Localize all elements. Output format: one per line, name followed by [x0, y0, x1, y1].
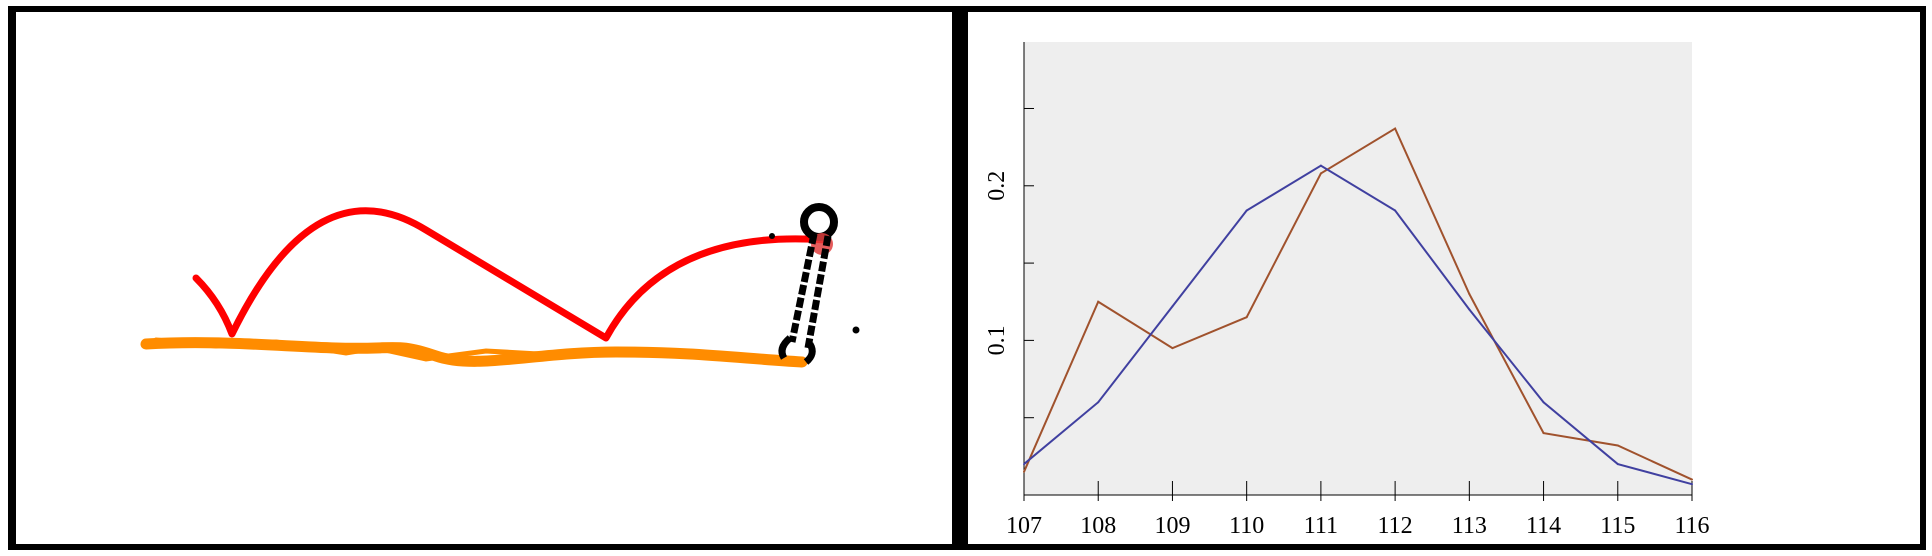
plot-area — [1024, 42, 1692, 495]
series-1-point — [1171, 347, 1174, 350]
x-tick-label: 110 — [1229, 513, 1264, 539]
y-tick-label: 0.1 — [984, 325, 1010, 355]
series-2-point — [1023, 463, 1025, 466]
series-1-point — [1245, 316, 1248, 319]
ground-line-texture — [153, 337, 799, 363]
sketch-panel — [8, 6, 958, 550]
x-tick-label: 113 — [1452, 513, 1487, 539]
series-2-point — [1319, 164, 1322, 167]
ink-dot — [769, 233, 775, 239]
series-line-1 — [1023, 127, 1693, 481]
y-tick-label: 0.2 — [984, 171, 1010, 201]
series-2-point — [1691, 483, 1693, 486]
chart-panel: 0.1 0.2 107 108 109 110 111 112 113 114 115 116 — [958, 6, 1926, 550]
x-tick-label: 114 — [1526, 513, 1561, 539]
x-tick-label: 107 — [1006, 513, 1042, 539]
series-2-point — [1468, 308, 1471, 311]
ink-dot — [852, 326, 860, 334]
series-1-point — [1394, 127, 1397, 130]
series-1-point — [1468, 293, 1471, 296]
series-1-point — [1616, 444, 1619, 447]
line-chart: 0.1 0.2 107 108 109 110 111 112 113 114 115 116 — [984, 42, 1710, 539]
wrench-icon — [778, 203, 838, 365]
x-tick-label: 116 — [1674, 513, 1709, 539]
x-tick-label: 111 — [1304, 513, 1338, 539]
series-2-point — [1616, 463, 1619, 466]
series-1-point — [1097, 300, 1100, 303]
sketch-canvas — [140, 203, 860, 368]
series-2-point — [1171, 305, 1174, 308]
series-2-point — [1097, 401, 1100, 404]
series-1-point — [1691, 478, 1693, 481]
series-2-point — [1245, 209, 1248, 212]
series-2-point — [1394, 209, 1397, 212]
x-tick-label: 115 — [1600, 513, 1635, 539]
series-1-point — [1542, 432, 1545, 435]
x-tick-label: 108 — [1080, 513, 1116, 539]
jump-arc-path — [192, 207, 830, 342]
x-tick-label: 109 — [1154, 513, 1190, 539]
series-line-2 — [1023, 164, 1693, 486]
series-1-point — [1023, 470, 1025, 473]
x-tick-label: 112 — [1378, 513, 1413, 539]
series-2-point — [1542, 401, 1545, 404]
series-1-point — [1319, 172, 1322, 175]
